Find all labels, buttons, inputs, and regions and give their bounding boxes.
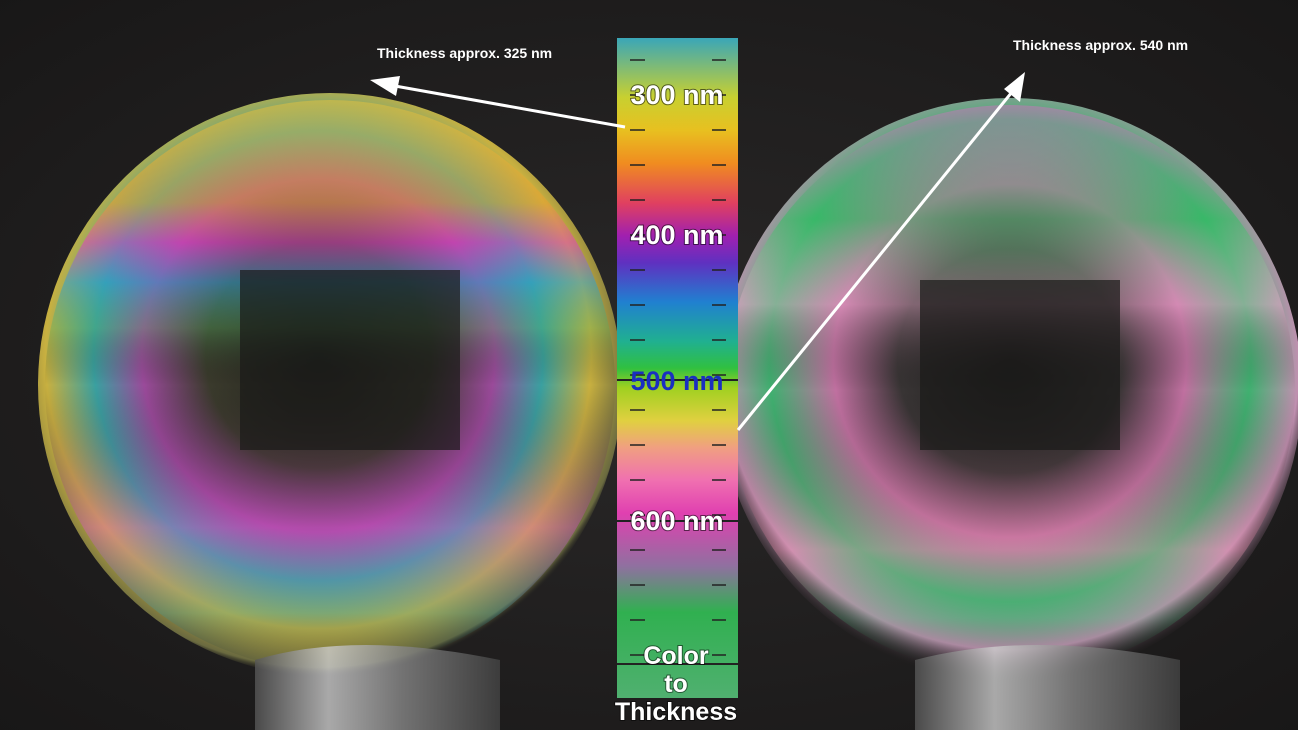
left-bubble bbox=[38, 93, 622, 677]
annotation: Thickness approx. 325 nm bbox=[377, 45, 552, 61]
scale-caption: to bbox=[664, 670, 688, 698]
scale-caption: Color bbox=[643, 642, 709, 670]
jars bbox=[255, 645, 1180, 730]
scale-label: 300 nm bbox=[630, 80, 723, 110]
scale-label: 500 nm bbox=[630, 366, 723, 396]
arrows bbox=[370, 72, 1025, 431]
scale-label: 600 nm bbox=[630, 506, 723, 536]
right-bubble bbox=[718, 98, 1298, 682]
color-scale bbox=[617, 38, 738, 698]
scale-label: 400 nm bbox=[630, 220, 723, 250]
annotation: Thickness approx. 540 nm bbox=[1013, 37, 1188, 53]
scale-caption: Thickness bbox=[615, 698, 737, 726]
